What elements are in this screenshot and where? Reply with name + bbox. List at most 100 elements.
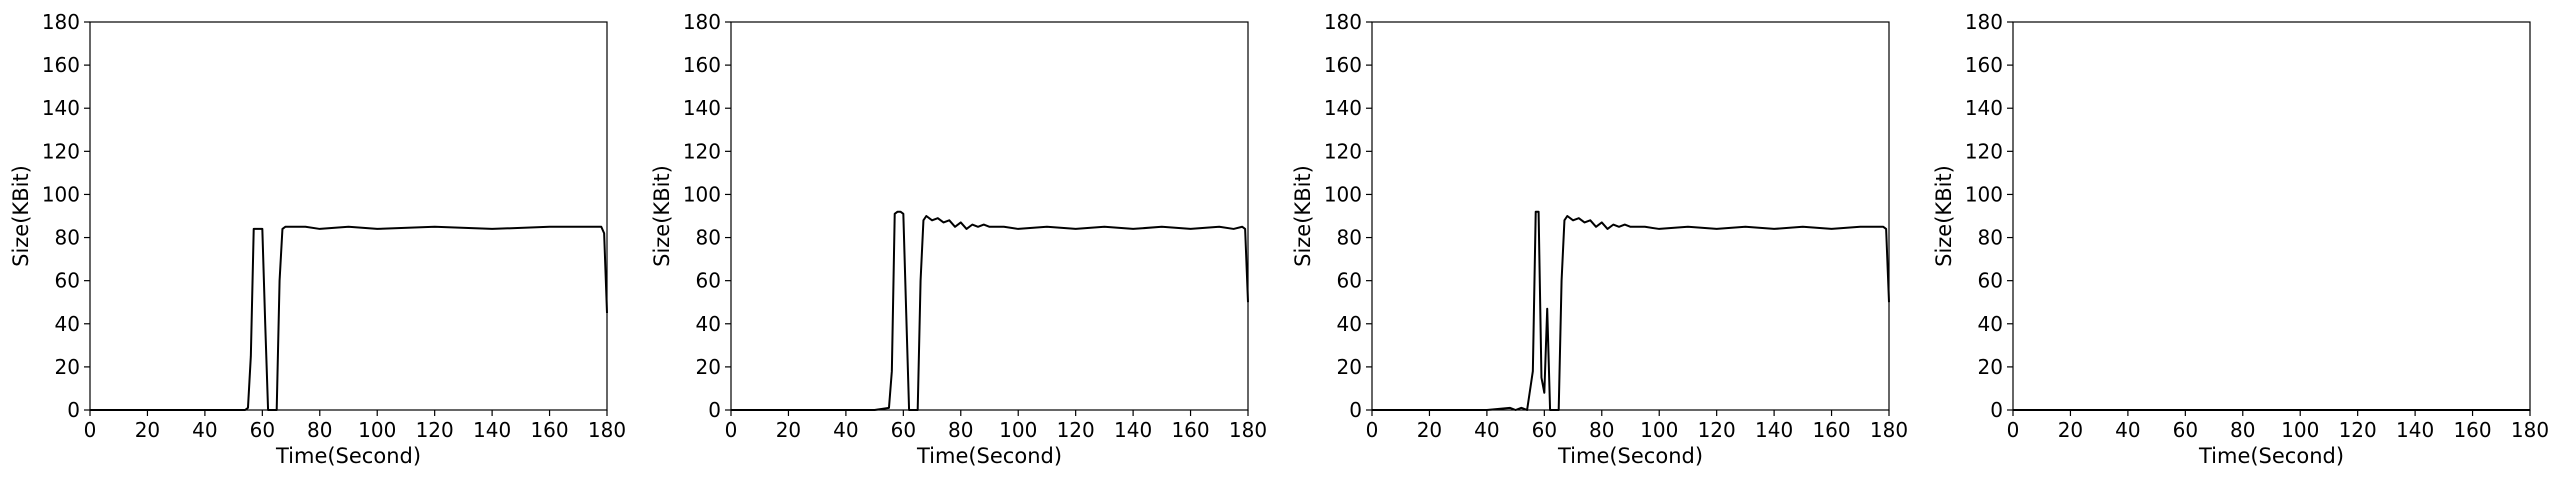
y-tick-label: 0 [708,398,721,422]
x-tick-label: 20 [1417,418,1442,442]
plot-frame [1371,21,1890,411]
x-tick-label: 20 [2058,418,2083,442]
x-tick-label: 60 [250,418,275,442]
x-axis-label: Time(Second) [2198,444,2344,468]
series-line [731,210,1249,411]
x-tick-label: 180 [1229,418,1267,442]
x-tick-label: 80 [948,418,973,442]
y-axis-label: Size(KBit) [1291,165,1315,267]
x-tick-label: 100 [1640,418,1678,442]
y-tick-label: 180 [42,10,80,34]
y-tick-label: 20 [696,355,721,379]
x-tick-label: 100 [2281,418,2319,442]
y-tick-label: 120 [683,139,721,163]
y-tick-label: 60 [1978,269,2003,293]
y-tick-label: 80 [55,226,80,250]
x-tick-label: 160 [1171,418,1209,442]
x-tick-label: 40 [2115,418,2140,442]
y-axis-label: Size(KBit) [650,165,674,267]
y-tick-label: 20 [1978,355,2003,379]
y-tick-label: 80 [1337,226,1362,250]
y-tick-label: 160 [1965,53,2003,77]
series-line [90,225,608,411]
plot-frame [730,21,1249,411]
chart-panel-1: 0 20 40 60 80 100 120 140 160 180 0 20 40 60 80 100 120 1… [9,10,626,468]
x-tick-label: 140 [1114,418,1152,442]
x-tick-label: 80 [2230,418,2255,442]
x-tick-label: 40 [192,418,217,442]
x-tick-label: 0 [725,418,738,442]
y-tick-label: 0 [1990,398,2003,422]
x-tick-label: 120 [1698,418,1736,442]
y-tick-label: 60 [1337,269,1362,293]
x-tick-label: 60 [2173,418,2198,442]
y-tick-label: 140 [42,96,80,120]
y-tick-label: 180 [1965,10,2003,34]
x-tick-label: 60 [891,418,916,442]
y-tick-label: 40 [1337,312,1362,336]
x-tick-label: 40 [1474,418,1499,442]
x-tick-label: 80 [307,418,332,442]
x-tick-label: 120 [416,418,454,442]
y-tick-label: 180 [1324,10,1362,34]
chart-panel-2: 0 20 40 60 80 100 120 140 160 180 0 20 40 60 80 100 120 1… [650,10,1267,468]
y-tick-label: 80 [1978,226,2003,250]
y-tick-label: 180 [683,10,721,34]
y-tick-label: 20 [55,355,80,379]
y-axis-label: Size(KBit) [9,165,33,267]
x-tick-label: 180 [2511,418,2549,442]
x-tick-label: 180 [1870,418,1908,442]
y-tick-label: 40 [55,312,80,336]
x-tick-label: 120 [2339,418,2377,442]
chart-panel-3: 0 20 40 60 80 100 120 140 160 180 0 20 40 60 80 100 120 1… [1291,10,1908,468]
plot-frame [2012,21,2531,411]
x-tick-label: 100 [999,418,1037,442]
y-tick-label: 60 [55,269,80,293]
y-tick-label: 20 [1337,355,1362,379]
y-tick-label: 60 [696,269,721,293]
plot-frame [89,21,608,411]
x-axis-label: Time(Second) [275,444,421,468]
x-tick-label: 80 [1589,418,1614,442]
y-tick-label: 140 [1965,96,2003,120]
x-tick-label: 60 [1532,418,1557,442]
y-tick-label: 40 [1978,312,2003,336]
y-tick-label: 40 [696,312,721,336]
y-axis-label: Size(KBit) [1932,165,1956,267]
x-tick-label: 140 [2396,418,2434,442]
x-tick-label: 160 [2453,418,2491,442]
x-axis-label: Time(Second) [1557,444,1703,468]
y-tick-label: 120 [1324,139,1362,163]
y-tick-label: 100 [42,182,80,206]
x-tick-label: 160 [1812,418,1850,442]
x-tick-label: 40 [833,418,858,442]
x-tick-label: 140 [473,418,511,442]
x-axis-label: Time(Second) [916,444,1062,468]
y-tick-label: 140 [1324,96,1362,120]
x-tick-label: 0 [2007,418,2020,442]
x-tick-label: 100 [358,418,396,442]
y-tick-label: 100 [1324,182,1362,206]
y-tick-label: 160 [42,53,80,77]
x-tick-label: 160 [530,418,568,442]
x-tick-label: 0 [84,418,97,442]
chart-panel-4: 0 20 40 60 80 100 120 140 160 180 0 20 40 60 80 100 120 1… [1932,10,2549,468]
y-tick-label: 140 [683,96,721,120]
y-tick-label: 160 [683,53,721,77]
y-tick-label: 120 [42,139,80,163]
y-tick-label: 0 [67,398,80,422]
y-tick-label: 160 [1324,53,1362,77]
y-tick-label: 80 [696,226,721,250]
series-line [1372,210,1890,411]
y-tick-label: 0 [1349,398,1362,422]
x-tick-label: 120 [1057,418,1095,442]
x-tick-label: 180 [588,418,626,442]
y-tick-label: 100 [683,182,721,206]
x-tick-label: 20 [135,418,160,442]
y-tick-label: 120 [1965,139,2003,163]
x-tick-label: 0 [1366,418,1379,442]
x-tick-label: 20 [776,418,801,442]
y-tick-label: 100 [1965,182,2003,206]
x-tick-label: 140 [1755,418,1793,442]
